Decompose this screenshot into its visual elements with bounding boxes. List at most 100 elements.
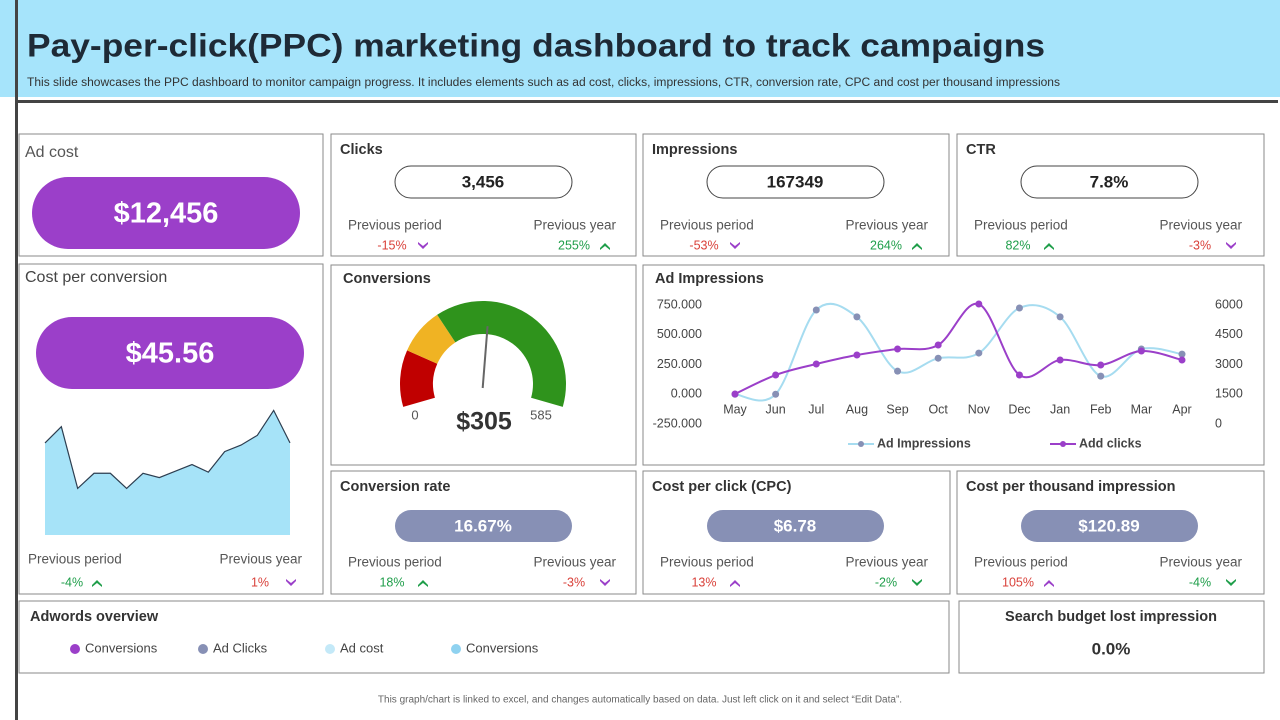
legend-dot bbox=[325, 644, 335, 654]
card bbox=[330, 133, 637, 257]
x-tick-label: Dec bbox=[1008, 402, 1030, 416]
legend-label: Conversions bbox=[466, 640, 539, 655]
trend-arrow bbox=[1226, 579, 1236, 586]
gauge-value: $305 bbox=[456, 408, 512, 436]
trend-change: 105% bbox=[1002, 575, 1034, 589]
page-subtitle: This slide showcases the PPC dashboard t… bbox=[27, 77, 1060, 89]
sparkline-line bbox=[44, 409, 291, 490]
trend-change: -4% bbox=[61, 575, 83, 589]
card-title: Clicks bbox=[340, 142, 383, 158]
series-point bbox=[812, 306, 820, 314]
trend-label: Previous year bbox=[219, 552, 302, 567]
y2-tick-label: 3000 bbox=[1215, 357, 1243, 371]
series-point bbox=[1097, 372, 1105, 380]
trend-label: Previous period bbox=[660, 218, 754, 233]
trend-arrow bbox=[1044, 243, 1054, 250]
trend-change: 1% bbox=[251, 575, 269, 589]
gauge-max: 585 bbox=[530, 407, 552, 422]
series-point bbox=[1056, 313, 1064, 321]
y-tick-label: 750.000 bbox=[657, 297, 702, 311]
trend-label: Previous year bbox=[1159, 555, 1242, 570]
trend-arrow bbox=[912, 243, 922, 250]
trend-change: 255% bbox=[558, 238, 590, 252]
trend-arrow bbox=[92, 580, 102, 587]
card-title: Conversion rate bbox=[340, 479, 450, 495]
x-tick-label: May bbox=[723, 402, 747, 416]
value-pill bbox=[395, 510, 572, 542]
trend-change: -3% bbox=[563, 575, 585, 589]
trend-arrow bbox=[418, 580, 428, 587]
trend-change: -53% bbox=[689, 238, 718, 252]
series-point bbox=[772, 390, 780, 398]
trend-arrow bbox=[418, 242, 428, 249]
trend-label: Previous period bbox=[348, 218, 442, 233]
series-point bbox=[894, 367, 902, 375]
gauge-band bbox=[399, 350, 438, 407]
series-point bbox=[1178, 350, 1186, 358]
trend-arrow bbox=[730, 242, 740, 249]
card-title: Adwords overview bbox=[30, 609, 159, 625]
legend-dot bbox=[198, 644, 208, 654]
card-title: Impressions bbox=[652, 142, 737, 158]
y2-tick-label: 6000 bbox=[1215, 297, 1243, 311]
gauge-band bbox=[437, 300, 566, 407]
kpi-value: $12,456 bbox=[114, 198, 219, 230]
trend-change: -4% bbox=[1189, 575, 1211, 589]
page-title: Pay-per-click(PPC) marketing dashboard t… bbox=[27, 27, 1045, 63]
legend-label: Ad Clicks bbox=[213, 640, 268, 655]
series-point bbox=[1056, 356, 1064, 364]
x-tick-label: Aug bbox=[846, 402, 868, 416]
x-tick-label: Oct bbox=[928, 402, 948, 416]
trend-change: -2% bbox=[875, 575, 897, 589]
kpi-value: 7.8% bbox=[1090, 172, 1129, 191]
series-point bbox=[975, 349, 983, 357]
series-point bbox=[1178, 356, 1186, 364]
y-tick-label: 500.000 bbox=[657, 327, 702, 341]
x-tick-label: Sep bbox=[886, 402, 908, 416]
trend-arrow bbox=[1044, 580, 1054, 587]
trend-change: 264% bbox=[870, 238, 902, 252]
kpi-value: 167349 bbox=[767, 172, 824, 191]
left-rule bbox=[15, 0, 18, 720]
kpi-value: 3,456 bbox=[462, 172, 505, 191]
trend-label: Previous period bbox=[974, 218, 1068, 233]
series-point bbox=[1015, 371, 1023, 379]
value-pill bbox=[1020, 165, 1199, 199]
trend-arrow bbox=[1226, 242, 1236, 249]
trend-change: -3% bbox=[1189, 238, 1211, 252]
y-tick-label: 250.000 bbox=[657, 357, 702, 371]
legend-dot bbox=[1060, 441, 1066, 447]
x-tick-label: Mar bbox=[1131, 402, 1153, 416]
x-tick-label: Apr bbox=[1172, 402, 1191, 416]
value-pill bbox=[394, 165, 573, 199]
trend-arrow bbox=[600, 579, 610, 586]
trend-label: Previous year bbox=[533, 555, 616, 570]
trend-change: 18% bbox=[379, 575, 404, 589]
x-tick-label: Jul bbox=[808, 402, 824, 416]
trend-arrow bbox=[730, 580, 740, 587]
series-point bbox=[772, 371, 780, 379]
trend-label: Previous period bbox=[348, 555, 442, 570]
footer-note: This graph/chart is linked to excel, and… bbox=[378, 695, 902, 706]
trend-change: -15% bbox=[377, 238, 406, 252]
trend-label: Previous period bbox=[28, 552, 122, 567]
trend-label: Previous period bbox=[974, 555, 1068, 570]
kpi-value: $120.89 bbox=[1078, 516, 1139, 535]
legend-dot bbox=[70, 644, 80, 654]
trend-arrow bbox=[600, 243, 610, 250]
legend-label: Ad Impressions bbox=[877, 436, 971, 450]
card-title: Cost per thousand impression bbox=[966, 479, 1175, 495]
series-point bbox=[1137, 347, 1145, 355]
card bbox=[330, 264, 637, 466]
series-point bbox=[975, 300, 983, 308]
card bbox=[18, 600, 950, 674]
gauge-band bbox=[407, 314, 456, 364]
x-tick-label: Nov bbox=[968, 402, 991, 416]
card-title: Ad Impressions bbox=[655, 271, 764, 287]
trend-label: Previous year bbox=[533, 218, 616, 233]
card-title: Cost per click (CPC) bbox=[652, 479, 792, 495]
series-point bbox=[853, 313, 861, 321]
trend-change: 13% bbox=[691, 575, 716, 589]
value-pill bbox=[707, 510, 884, 542]
